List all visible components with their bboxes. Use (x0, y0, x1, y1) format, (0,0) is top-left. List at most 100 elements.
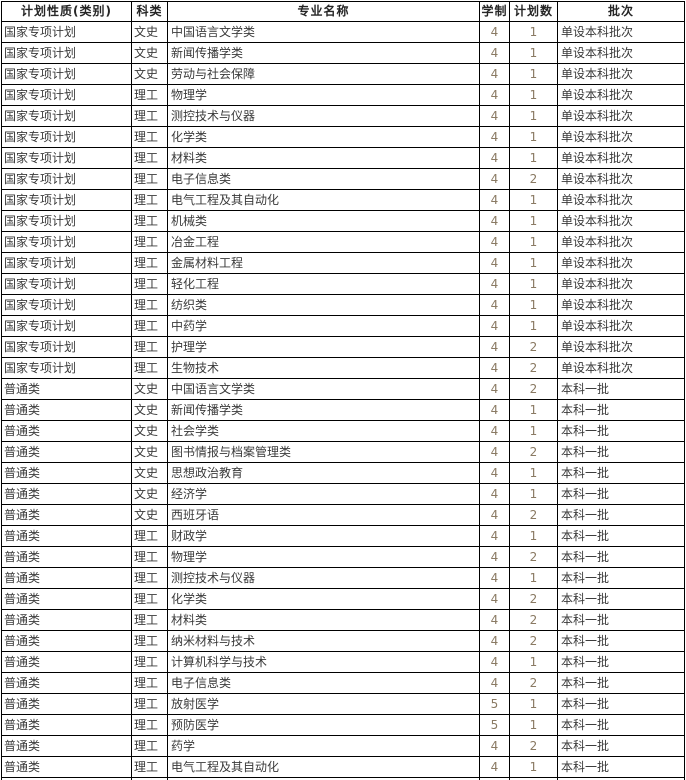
cell-study-years: 5 (479, 693, 510, 715)
cell-study-years: 4 (479, 462, 510, 484)
cell-subject: 理工 (131, 546, 168, 568)
cell-plan-count: 2 (509, 336, 558, 358)
cell-major-name: 劳动与社会保障 (167, 63, 480, 85)
cell-plan-nature: 国家专项计划 (1, 42, 132, 64)
cell-study-years: 4 (479, 126, 510, 148)
cell-plan-count: 1 (509, 189, 558, 211)
cell-batch: 本科一批 (557, 735, 685, 757)
cell-plan-nature: 国家专项计划 (1, 105, 132, 127)
cell-batch: 本科一批 (557, 588, 685, 610)
cell-plan-count: 2 (509, 735, 558, 757)
cell-plan-count: 1 (509, 714, 558, 736)
cell-batch: 本科一批 (557, 672, 685, 694)
cell-batch: 单设本科批次 (557, 210, 685, 232)
cell-plan-count: 1 (509, 462, 558, 484)
cell-subject: 文史 (131, 399, 168, 421)
cell-batch (557, 777, 685, 780)
cell-major-name: 化学类 (167, 126, 480, 148)
cell-study-years: 4 (479, 546, 510, 568)
cell-study-years: 4 (479, 525, 510, 547)
table-row (1, 777, 685, 780)
cell-plan-count: 1 (509, 399, 558, 421)
cell-plan-count: 1 (509, 252, 558, 274)
cell-batch: 本科一批 (557, 567, 685, 589)
cell-major-name: 化学类 (167, 588, 480, 610)
cell-subject: 理工 (131, 105, 168, 127)
cell-subject: 理工 (131, 294, 168, 316)
cell-subject: 理工 (131, 84, 168, 106)
cell-plan-nature: 国家专项计划 (1, 21, 132, 43)
table-row: 普通类 文史 图书情报与档案管理类 4 2 本科一批 (1, 441, 685, 463)
cell-batch: 单设本科批次 (557, 105, 685, 127)
cell-plan-count: 1 (509, 273, 558, 295)
cell-plan-nature: 国家专项计划 (1, 357, 132, 379)
cell-study-years: 4 (479, 252, 510, 274)
cell-plan-count: 1 (509, 42, 558, 64)
cell-subject: 文史 (131, 378, 168, 400)
cell-major-name: 新闻传播学类 (167, 42, 480, 64)
table-row: 普通类 理工 放射医学 5 1 本科一批 (1, 693, 685, 715)
cell-plan-count: 2 (509, 630, 558, 652)
cell-plan-nature: 普通类 (1, 735, 132, 757)
cell-plan-nature: 普通类 (1, 504, 132, 526)
cell-plan-nature: 普通类 (1, 588, 132, 610)
cell-plan-nature: 普通类 (1, 399, 132, 421)
cell-batch: 本科一批 (557, 630, 685, 652)
cell-plan-count: 1 (509, 21, 558, 43)
cell-batch: 单设本科批次 (557, 252, 685, 274)
table-row: 国家专项计划 理工 金属材料工程 4 1 单设本科批次 (1, 252, 685, 274)
cell-plan-count: 1 (509, 567, 558, 589)
cell-subject: 理工 (131, 756, 168, 778)
cell-plan-count: 1 (509, 147, 558, 169)
cell-plan-nature: 普通类 (1, 609, 132, 631)
table-row: 普通类 文史 中国语言文学类 4 2 本科一批 (1, 378, 685, 400)
cell-major-name: 测控技术与仪器 (167, 567, 480, 589)
cell-study-years: 4 (479, 315, 510, 337)
cell-study-years: 4 (479, 189, 510, 211)
cell-plan-count: 2 (509, 168, 558, 190)
cell-batch: 本科一批 (557, 546, 685, 568)
table-row: 普通类 理工 化学类 4 2 本科一批 (1, 588, 685, 610)
cell-plan-count: 2 (509, 546, 558, 568)
cell-plan-count: 1 (509, 105, 558, 127)
cell-plan-count: 2 (509, 672, 558, 694)
table-row: 国家专项计划 理工 物理学 4 1 单设本科批次 (1, 84, 685, 106)
cell-plan-count: 1 (509, 651, 558, 673)
cell-subject: 文史 (131, 21, 168, 43)
table-row: 国家专项计划 理工 冶金工程 4 1 单设本科批次 (1, 231, 685, 253)
table-row: 普通类 理工 药学 4 2 本科一批 (1, 735, 685, 757)
table-header-row: 计划性质(类别) 科类 专业名称 学制 计划数 批次 (1, 1, 685, 22)
cell-batch: 单设本科批次 (557, 126, 685, 148)
table-header: 计划性质(类别) 科类 专业名称 学制 计划数 批次 (1, 1, 685, 22)
cell-plan-count: 1 (509, 420, 558, 442)
cell-study-years: 4 (479, 336, 510, 358)
cell-major-name: 西班牙语 (167, 504, 480, 526)
cell-study-years: 4 (479, 168, 510, 190)
cell-major-name: 财政学 (167, 525, 480, 547)
cell-study-years: 4 (479, 399, 510, 421)
cell-batch: 本科一批 (557, 378, 685, 400)
cell-plan-nature: 国家专项计划 (1, 252, 132, 274)
table-row: 国家专项计划 理工 电子信息类 4 2 单设本科批次 (1, 168, 685, 190)
cell-plan-count: 1 (509, 294, 558, 316)
cell-plan-count: 1 (509, 525, 558, 547)
cell-plan-count: 1 (509, 63, 558, 85)
cell-subject: 理工 (131, 315, 168, 337)
table-row: 国家专项计划 文史 劳动与社会保障 4 1 单设本科批次 (1, 63, 685, 85)
cell-plan-nature: 国家专项计划 (1, 294, 132, 316)
table-row: 国家专项计划 理工 生物技术 4 2 单设本科批次 (1, 357, 685, 379)
cell-major-name: 中药学 (167, 315, 480, 337)
cell-plan-nature: 国家专项计划 (1, 168, 132, 190)
cell-plan-nature: 国家专项计划 (1, 336, 132, 358)
column-header-study-years: 学制 (479, 1, 510, 22)
cell-major-name: 预防医学 (167, 714, 480, 736)
cell-subject: 理工 (131, 210, 168, 232)
table-row: 普通类 理工 物理学 4 2 本科一批 (1, 546, 685, 568)
cell-batch: 单设本科批次 (557, 189, 685, 211)
cell-study-years: 4 (479, 63, 510, 85)
cell-plan-nature: 普通类 (1, 546, 132, 568)
cell-plan-nature: 普通类 (1, 630, 132, 652)
cell-batch: 本科一批 (557, 525, 685, 547)
cell-major-name: 物理学 (167, 84, 480, 106)
